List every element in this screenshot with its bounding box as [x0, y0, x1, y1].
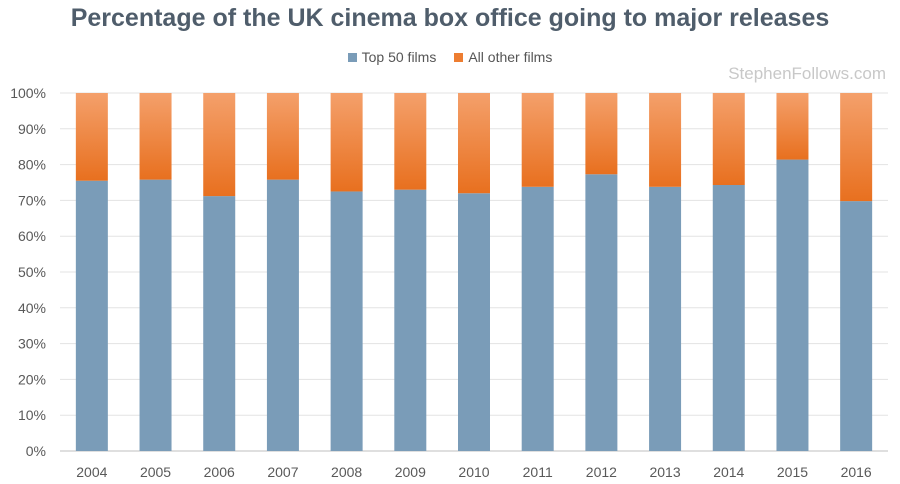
bar-other: [203, 93, 236, 197]
bar-other: [521, 93, 554, 187]
y-tick-label: 80%: [18, 157, 46, 173]
x-tick-label: 2009: [395, 464, 426, 480]
bar-top50: [649, 186, 682, 451]
x-tick-label: 2010: [458, 464, 489, 480]
x-tick-label: 2005: [140, 464, 171, 480]
y-tick-label: 0%: [26, 443, 46, 459]
bar-top50: [203, 196, 236, 451]
x-axis: 2004 2005 2006 2007 2008 2009 2010 2011 2012 2013…: [76, 464, 872, 480]
bar-other: [139, 93, 172, 180]
bar-other: [840, 93, 873, 202]
bar-top50: [521, 186, 554, 451]
x-tick-label: 2011: [523, 464, 553, 480]
bar-other: [394, 93, 427, 190]
bar-other: [75, 93, 108, 181]
bar-top50: [394, 189, 427, 451]
bar-top50: [776, 159, 809, 451]
legend-swatch-top50: [347, 52, 357, 62]
bar-other: [776, 93, 809, 160]
legend-swatch-other: [454, 52, 464, 62]
x-tick-label: 2013: [649, 464, 680, 480]
y-axis: 0% 10% 20% 30% 40% 50% 60% 70% 80% 90% 100%: [10, 85, 46, 459]
legend-label-other: All other films: [468, 49, 553, 65]
legend-item-top50: Top 50 films: [347, 49, 437, 65]
bar-top50: [266, 179, 299, 452]
bar-top50: [330, 191, 363, 451]
y-tick-label: 40%: [18, 300, 46, 316]
x-tick-label: 2006: [204, 464, 235, 480]
chart-title: Percentage of the UK cinema box office g…: [70, 4, 830, 32]
legend-item-other: All other films: [454, 49, 552, 65]
y-tick-label: 10%: [18, 407, 46, 423]
x-tick-label: 2016: [841, 464, 872, 480]
y-tick-label: 100%: [10, 85, 46, 101]
bar-other: [458, 93, 490, 194]
bar-top50: [139, 179, 172, 452]
bars: [75, 93, 873, 452]
y-tick-label: 70%: [18, 192, 46, 208]
x-tick-label: 2008: [331, 464, 362, 480]
x-tick-label: 2007: [267, 464, 298, 480]
bar-other: [649, 93, 682, 187]
x-tick-label: 2014: [713, 464, 744, 480]
bar-other: [330, 93, 363, 192]
x-tick-label: 2015: [777, 464, 808, 480]
y-tick-label: 90%: [18, 121, 46, 137]
watermark: StephenFollows.com: [728, 64, 886, 83]
legend-label-top50: Top 50 films: [361, 49, 437, 65]
x-tick-label: 2012: [586, 464, 617, 480]
bar-other: [585, 93, 618, 175]
bar-top50: [712, 185, 745, 452]
bar-top50: [75, 180, 108, 451]
x-tick-label: 2004: [76, 464, 107, 480]
y-tick-label: 60%: [18, 228, 46, 244]
bar-top50: [840, 201, 873, 451]
y-tick-label: 30%: [18, 336, 46, 352]
legend: Top 50 films All other films: [0, 49, 900, 65]
y-tick-label: 20%: [18, 371, 46, 387]
bar-top50: [585, 174, 618, 452]
y-tick-label: 50%: [18, 264, 46, 280]
bar-other: [266, 93, 299, 180]
bar-top50: [458, 193, 490, 452]
bar-other: [712, 93, 745, 186]
